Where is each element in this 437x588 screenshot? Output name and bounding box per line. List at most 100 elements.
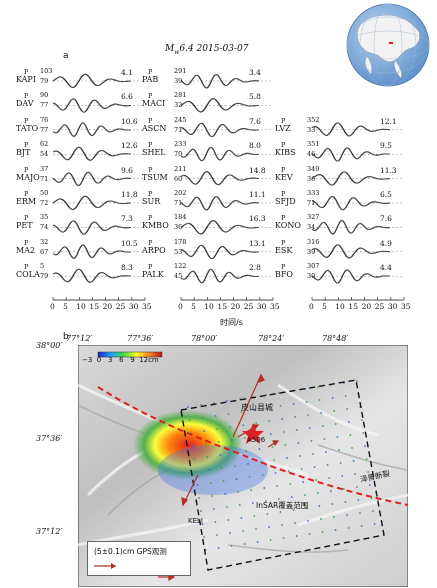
panel-a-label: a: [63, 51, 69, 61]
amplitude: 5.8: [249, 92, 261, 102]
p-label: P: [148, 263, 153, 272]
p-label: P: [148, 68, 153, 76]
amplitude: 8.3: [121, 263, 133, 273]
insar-sample-point: [318, 505, 321, 507]
insar-sample-point: [200, 404, 202, 406]
amplitude: 2.8: [249, 263, 261, 273]
station-code: LVZ: [275, 123, 291, 133]
p-label: P: [24, 116, 29, 125]
insar-sample-point: [294, 522, 296, 524]
insar-sample-point: [307, 414, 310, 416]
p-label: P: [281, 116, 286, 125]
p-label: P: [281, 141, 286, 150]
insar-sample-point: [308, 533, 311, 535]
amplitude: 12.6: [121, 141, 138, 151]
azimuth: 37: [40, 164, 49, 173]
lon-tick: 77°36′: [127, 334, 154, 343]
distance: 39: [307, 247, 316, 256]
insar-sample-point: [372, 510, 374, 512]
time-tick-label: 0: [50, 302, 55, 311]
insar-sample-point: [325, 451, 327, 453]
station-code: PAB: [142, 75, 159, 84]
lon-tick: 78°24′: [258, 334, 285, 343]
observed-waveform: [180, 196, 259, 211]
station-code: MACI: [142, 99, 166, 109]
amplitude: 7.6: [249, 116, 261, 126]
insar-sample-point: [346, 514, 348, 516]
time-tick-label: 10: [335, 302, 345, 311]
azimuth: 76: [40, 115, 49, 124]
time-tick-label: 30: [128, 302, 139, 311]
insar-sample-point: [229, 426, 232, 428]
insar-sample-point: [188, 419, 191, 421]
insar-sample-point: [310, 440, 313, 442]
insar-sample-point: [373, 523, 376, 525]
insar-sample-point: [349, 434, 352, 436]
distance: 79: [40, 272, 49, 281]
distance: 34: [307, 223, 316, 232]
azimuth: 349: [307, 164, 320, 173]
insar-sample-point: [201, 523, 204, 525]
station-code: MAJO: [16, 172, 40, 182]
synthetic-waveform: [311, 269, 391, 284]
insar-deformation: [133, 410, 243, 480]
insar-sample-point: [226, 400, 228, 402]
amplitude: 9.5: [380, 141, 392, 151]
lon-tick: 78°00′: [191, 334, 218, 343]
insar-sample-point: [201, 417, 204, 419]
insar-sample-point: [357, 499, 360, 501]
insar-sample-point: [297, 442, 300, 444]
insar-sample-point: [253, 409, 256, 411]
insar-sample-point: [230, 439, 233, 441]
insar-sample-point: [245, 450, 248, 452]
synthetic-waveform: [180, 268, 260, 284]
insar-sample-point: [329, 490, 332, 492]
synthetic-waveform: [311, 220, 391, 235]
station-code: KMBO: [142, 221, 169, 231]
insar-sample-point: [235, 478, 238, 480]
time-axis-label: 时间/s: [220, 318, 243, 327]
station-code: ARPO: [142, 245, 166, 255]
observed-waveform: [52, 73, 132, 89]
synthetic-waveform: [180, 146, 260, 162]
azimuth: 351: [307, 140, 320, 149]
insar-sample-point: [287, 470, 290, 472]
insar-sample-point: [251, 502, 254, 504]
p-label: P: [24, 141, 29, 150]
time-tick-label: 20: [230, 302, 241, 311]
amplitude: 10.6: [121, 116, 138, 126]
amplitude: 4.1: [121, 68, 133, 77]
insar-sample-point: [328, 477, 331, 479]
time-tick-label: 20: [361, 302, 372, 311]
p-label: P: [148, 165, 153, 174]
time-tick-label: 25: [243, 302, 254, 311]
p-label: P: [281, 165, 286, 174]
synthetic-waveform: [52, 171, 132, 186]
p-label: P: [281, 238, 286, 247]
amplitude: 13.1: [249, 238, 266, 248]
station-code: ERM: [16, 197, 37, 206]
azimuth: 202: [174, 189, 187, 197]
p-label: P: [24, 68, 29, 76]
insar-sample-point: [336, 436, 339, 438]
cbar-tick-3: 6: [119, 356, 124, 364]
insar-sample-point: [365, 458, 368, 460]
insar-sample-point: [264, 500, 267, 502]
azimuth: 5: [40, 262, 45, 271]
observed-waveform: [311, 171, 391, 186]
time-tick-label: 35: [142, 302, 152, 311]
station-code: SHEL: [142, 148, 166, 158]
synthetic-waveform: [180, 196, 260, 211]
station-code: KAPI: [16, 75, 36, 84]
distance: 72: [40, 199, 49, 207]
azimuth: 62: [40, 140, 49, 149]
synthetic-waveform: [180, 220, 259, 235]
insar-sample-point: [269, 433, 272, 435]
insar-sample-point: [217, 441, 220, 443]
insar-sample-point: [229, 532, 231, 534]
azimuth: 327: [307, 213, 320, 222]
insar-sample-point: [333, 516, 335, 518]
insar-sample-point: [334, 423, 337, 425]
amplitude: 11.8: [121, 190, 138, 199]
time-tick-label: 10: [204, 302, 214, 311]
